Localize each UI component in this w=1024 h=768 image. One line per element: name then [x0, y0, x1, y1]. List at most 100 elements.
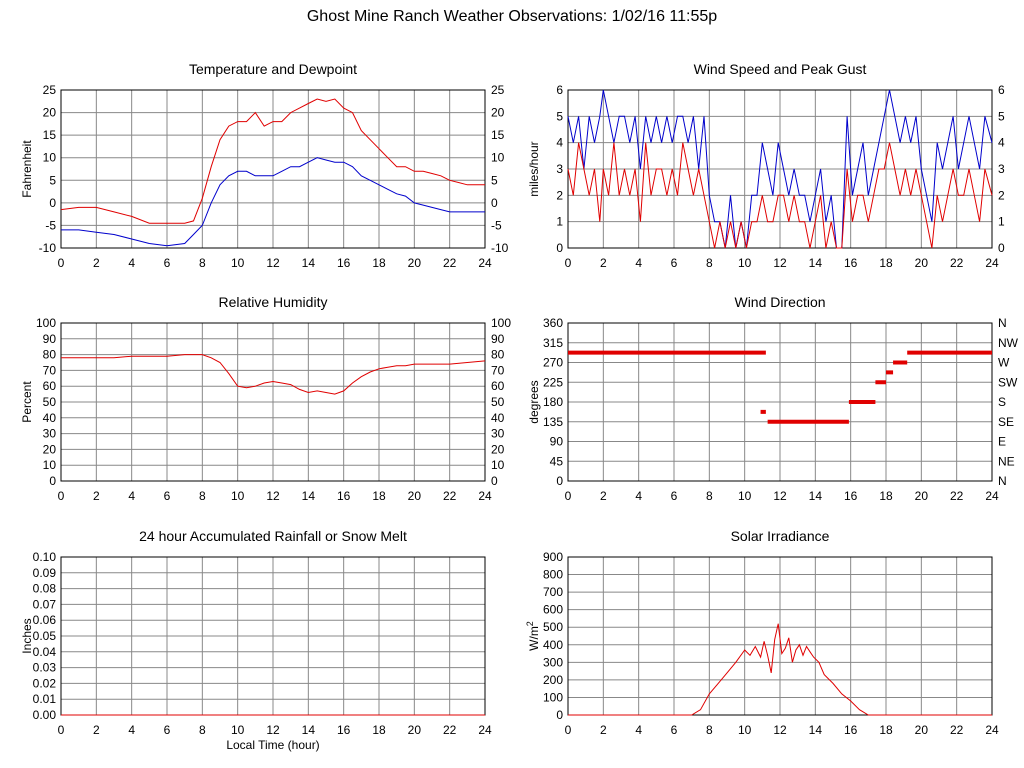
x-tick-label: 8	[199, 256, 206, 270]
x-tick-label: 14	[302, 723, 316, 737]
series-line-1	[61, 157, 485, 247]
y-axis-label: Percent	[20, 381, 34, 423]
y-tick-label: 900	[543, 550, 563, 564]
chart-rainfall: 24 hour Accumulated Rainfall or Snow Mel…	[20, 528, 492, 752]
y-axis-label: W/m2	[525, 621, 541, 651]
x-tick-label: 16	[337, 723, 351, 737]
x-tick-label: 22	[950, 256, 964, 270]
y-axis-label-text: miles/hour	[527, 141, 541, 196]
x-tick-label: 6	[671, 256, 678, 270]
x-tick-label: 22	[950, 723, 964, 737]
y-tick-label: 700	[543, 585, 563, 599]
y-tick-label: 0.05	[33, 629, 57, 643]
x-tick-label: 4	[635, 489, 642, 503]
y-axis-label-text: Inches	[20, 618, 34, 653]
series-line-0	[61, 354, 486, 395]
y-tick-label: 15	[43, 128, 57, 142]
x-tick-label: 22	[443, 723, 457, 737]
x-tick-label: 8	[199, 489, 206, 503]
x-tick-label: 16	[844, 723, 858, 737]
right-y-tick-label: 20	[491, 442, 505, 456]
right-y-tick-label: NE	[998, 454, 1015, 468]
x-tick-label: 22	[443, 489, 457, 503]
series-line-1	[567, 142, 993, 249]
y-axis-label-text: Fahrenheit	[20, 140, 34, 198]
right-y-tick-label: W	[998, 356, 1010, 370]
x-tick-label: 2	[93, 256, 100, 270]
x-tick-label: 16	[844, 489, 858, 503]
chart-title: Wind Direction	[734, 294, 825, 310]
y-tick-label: 10	[43, 151, 57, 165]
right-y-tick-label: -5	[491, 218, 502, 232]
y-tick-label: 80	[43, 348, 57, 362]
x-tick-label: 20	[408, 723, 422, 737]
x-tick-label: 16	[337, 489, 351, 503]
x-tick-label: 6	[671, 489, 678, 503]
right-y-tick-label: 90	[491, 332, 505, 346]
x-tick-label: 22	[443, 256, 457, 270]
y-tick-label: 0.02	[33, 676, 57, 690]
y-tick-label: 30	[43, 427, 57, 441]
x-tick-label: 14	[302, 256, 316, 270]
x-tick-label: 24	[985, 723, 999, 737]
x-tick-label: 10	[738, 256, 752, 270]
x-tick-label: 18	[879, 256, 893, 270]
x-tick-label: 4	[128, 489, 135, 503]
plot-frame	[60, 89, 486, 249]
y-tick-label: 0	[556, 474, 563, 488]
x-tick-label: 14	[809, 256, 823, 270]
y-tick-label: 100	[543, 690, 563, 704]
x-tick-label: 10	[231, 723, 245, 737]
y-tick-label: 135	[543, 415, 563, 429]
y-tick-label: 90	[550, 435, 564, 449]
y-tick-label: 20	[43, 442, 57, 456]
y-tick-label: 5	[556, 109, 563, 123]
x-tick-label: 14	[809, 489, 823, 503]
right-y-tick-label: 100	[491, 316, 511, 330]
x-tick-label: 6	[671, 723, 678, 737]
y-tick-label: 20	[43, 106, 57, 120]
x-tick-label: 2	[600, 723, 607, 737]
right-y-tick-label: 3	[998, 162, 1005, 176]
x-tick-label: 2	[600, 256, 607, 270]
right-y-tick-label: N	[998, 316, 1007, 330]
y-axis-label: miles/hour	[527, 141, 541, 196]
right-y-tick-label: 80	[491, 348, 505, 362]
y-tick-label: 0	[49, 196, 56, 210]
x-tick-label: 18	[372, 723, 386, 737]
x-tick-label: 10	[231, 256, 245, 270]
x-tick-label: 20	[915, 723, 929, 737]
x-tick-label: 6	[164, 489, 171, 503]
x-tick-label: 2	[600, 489, 607, 503]
right-y-tick-label: N	[998, 474, 1007, 488]
right-y-tick-label: -10	[491, 241, 509, 255]
y-tick-label: 0.07	[33, 597, 57, 611]
y-tick-label: 90	[43, 332, 57, 346]
y-tick-label: 0.10	[33, 550, 57, 564]
x-tick-label: 10	[738, 723, 752, 737]
right-y-tick-label: 0	[998, 241, 1005, 255]
x-tick-label: 24	[985, 489, 999, 503]
x-tick-label: 12	[266, 256, 280, 270]
y-tick-label: 400	[543, 638, 563, 652]
x-tick-label: 10	[738, 489, 752, 503]
x-tick-label: 8	[706, 256, 713, 270]
y-axis-label: degrees	[527, 380, 541, 423]
chart-title: Wind Speed and Peak Gust	[694, 61, 867, 77]
right-y-tick-label: 70	[491, 363, 505, 377]
y-tick-label: 45	[550, 454, 564, 468]
right-y-tick-label: S	[998, 395, 1006, 409]
plot-frame	[567, 556, 993, 716]
x-tick-label: 18	[372, 256, 386, 270]
x-tick-label: 6	[164, 256, 171, 270]
y-tick-label: 0.06	[33, 613, 57, 627]
y-tick-label: 70	[43, 363, 57, 377]
right-y-tick-label: 40	[491, 411, 505, 425]
series-line-0	[568, 623, 992, 716]
chart-title: Temperature and Dewpoint	[189, 61, 357, 77]
plot-frame	[60, 322, 486, 482]
x-tick-label: 12	[773, 256, 787, 270]
x-tick-label: 8	[199, 723, 206, 737]
y-tick-label: 10	[43, 458, 57, 472]
